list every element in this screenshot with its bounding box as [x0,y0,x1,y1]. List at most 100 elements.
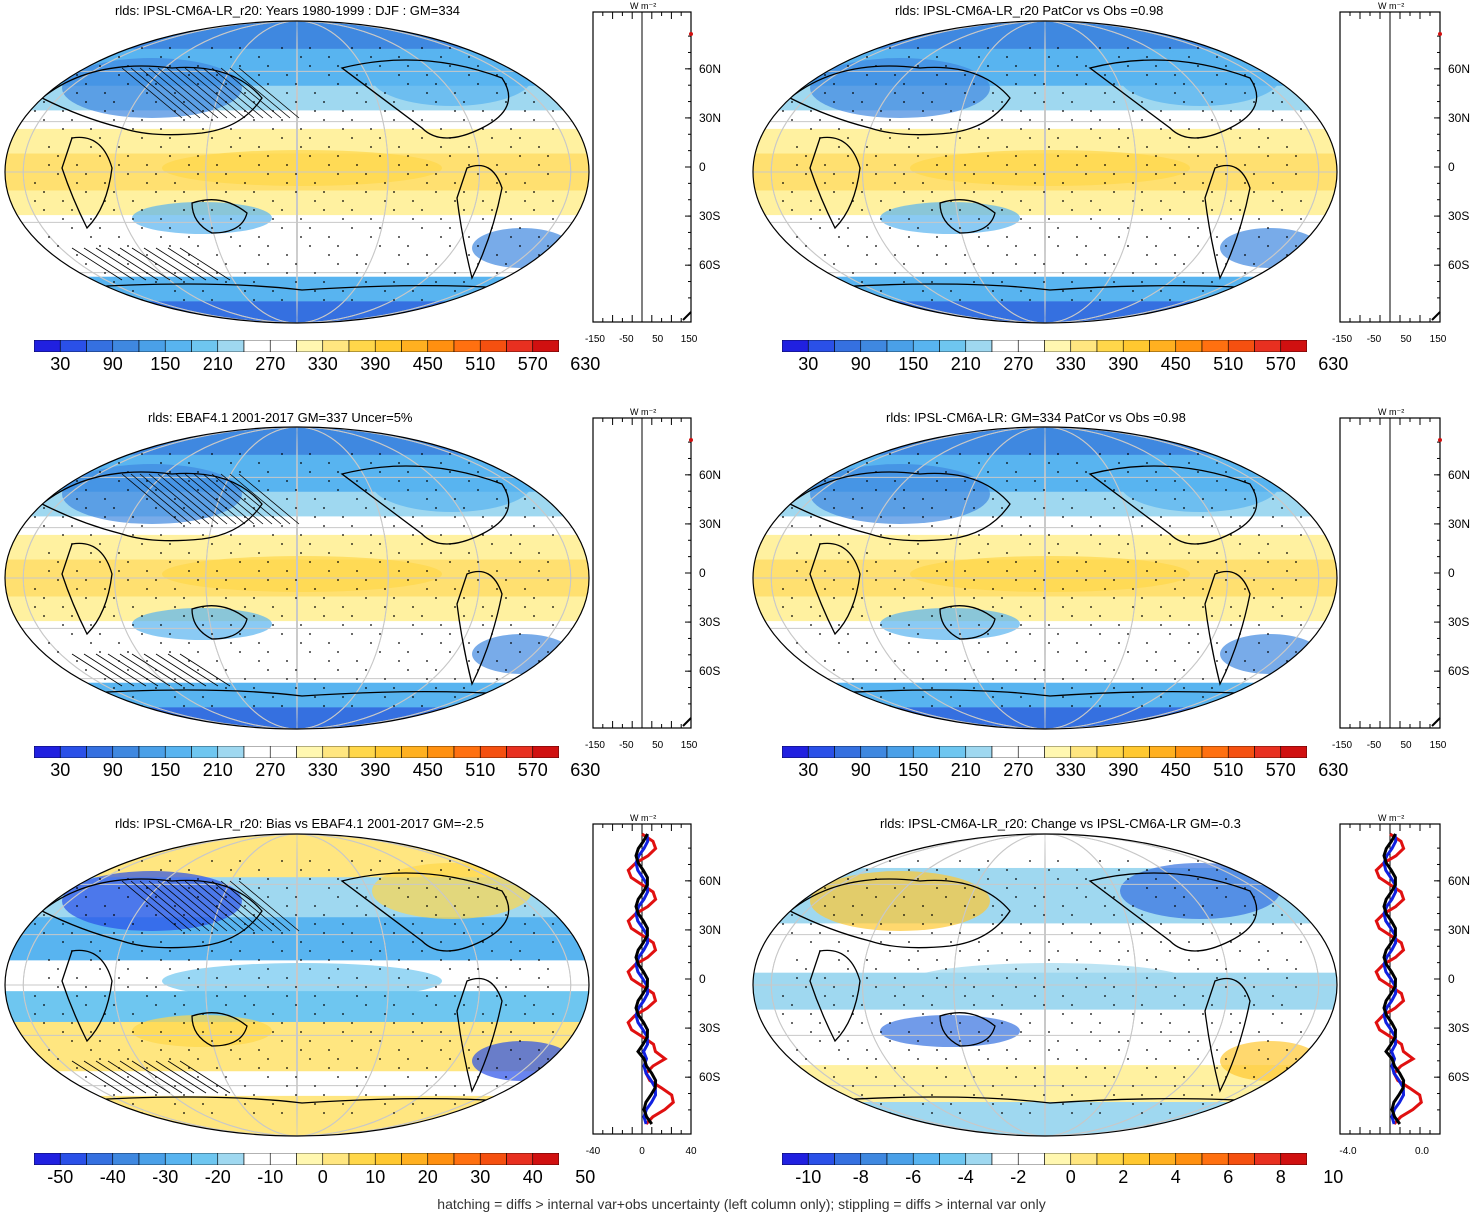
hatching [71,67,300,281]
colorbar-swatch [991,340,1019,352]
colorbar-swatch [269,746,297,758]
colorbar-tick-label: 210 [202,354,233,374]
zonal-lat-label: 30S [699,209,720,223]
colorbar-tick-label: 90 [850,760,871,780]
zonal-x-tick-label: 50 [1400,740,1412,751]
colorbar-swatch [1280,1153,1307,1165]
zonal-x-tick-label: -150 [1332,334,1352,345]
map-anomaly-blob [162,150,442,186]
zonal-lat-label: 60N [1448,874,1470,888]
zonal-lat-label: 30N [699,111,721,125]
colorbar-swatch [138,1153,166,1165]
colorbar-tick-label: 450 [412,760,443,780]
graticule [5,427,589,729]
zonal-x-tick-label: -4.0 [1339,1146,1357,1157]
colorbar-2 [782,340,1307,352]
colorbar-tick-label: 450 [412,354,443,374]
mean-curve [1382,833,1406,1125]
map-anomaly-blob [472,634,572,674]
colorbar-swatch [532,746,559,758]
colorbar-swatch [1096,340,1124,352]
colorbar-labels-6: -10 -8 -6 -4 -2 0 2 4 6 8 10 [782,1167,1343,1189]
colorbar-swatch [1044,340,1072,352]
colorbar-tick-label: 150 [898,760,929,780]
colorbar-swatch [991,1153,1019,1165]
colorbar-tick-label: 30 [50,354,71,374]
colorbar-tick-label: -6 [905,1167,922,1187]
colorbar-swatch [1227,340,1255,352]
colorbar-tick-label: -4 [957,1167,974,1187]
colorbar-tick-label: 630 [570,354,601,374]
map-anomaly-blob [810,58,990,118]
colorbar-swatch [86,340,114,352]
stippling [34,47,554,301]
colorbar-swatch [164,1153,192,1165]
zonal-lat-label: 30S [1448,615,1469,629]
colorbar-swatch [59,746,87,758]
colorbar-swatch [912,746,940,758]
colorbar-1 [34,340,559,352]
zonal-lat-label: 60S [1448,664,1469,678]
colorbar-swatch [401,1153,429,1165]
colorbar-tick-label: 150 [150,760,181,780]
hatching [71,880,300,1094]
colorbar-swatch [1201,1153,1229,1165]
map-anomaly-blob [62,464,242,524]
colorbar-tick-label: 30 [50,760,71,780]
zonal-lat-label: 30S [1448,209,1469,223]
colorbar-swatch [401,340,429,352]
map-anomaly-blob [910,963,1190,999]
map-panel-5 [4,833,590,1137]
colorbar-swatch [243,340,271,352]
colorbar-tick-label: 0 [317,1167,328,1187]
coastlines [40,872,563,1107]
colorbar-tick-label: 270 [1003,760,1034,780]
colorbar-swatch [965,340,993,352]
colorbar-tick-label: 570 [1265,760,1296,780]
colorbar-labels-1: 30 90 150 210 270 330 390 450 510 570 630 [34,354,600,376]
colorbar-tick-label: 450 [1160,354,1191,374]
zonal-lat-label: 60S [699,258,720,272]
colorbar-swatch [269,1153,297,1165]
panel-title-3: rlds: EBAF4.1 2001-2017 GM=337 Uncer=5% [148,410,413,425]
colorbar-swatch [217,1153,245,1165]
colorbar-swatch [243,1153,271,1165]
model-curve [1382,833,1406,1125]
zonal-lat-label: 30S [1448,1021,1469,1035]
colorbar-tick-label: 570 [517,354,548,374]
colorbar-swatch [1280,340,1307,352]
colorbar-swatch [374,340,402,352]
colorbar-tick-label: 450 [1160,760,1191,780]
colorbar-swatch [807,746,835,758]
colorbar-tick-label: 570 [517,760,548,780]
colorbar-swatch [532,1153,559,1165]
colorbar-tick-label: 330 [1055,354,1086,374]
zonal-curve [682,311,692,321]
colorbar-tick-label: 330 [1055,760,1086,780]
colorbar-swatch [138,340,166,352]
colorbar-swatch [112,1153,140,1165]
colorbar-tick-label: 330 [307,354,338,374]
colorbar-tick-label: 390 [1108,354,1139,374]
zonal-x-tick-label: -50 [619,334,634,345]
colorbar-swatch [834,746,862,758]
colorbar-tick-label: 570 [1265,354,1296,374]
map-anomaly-blob [1120,456,1280,512]
zonal-x-tick-label: -150 [1332,740,1352,751]
colorbar-swatch [453,746,481,758]
zonal-lat-label: 30S [699,1021,720,1035]
colorbar-swatch [860,1153,888,1165]
zonal-lat-label: 60S [1448,1070,1469,1084]
zonal-unit-label: W m⁻² [1378,813,1404,823]
colorbar-tick-label: -10 [795,1167,822,1187]
colorbar-swatch [322,340,350,352]
zonal-x-tick-label: -50 [619,740,634,751]
map-anomaly-blob [62,58,242,118]
zonal-marker [689,438,693,442]
colorbar-swatch [59,1153,87,1165]
colorbar-tick-label: 30 [798,354,819,374]
zonal-unit-label: W m⁻² [630,813,656,823]
zonal-lat-label: 60N [1448,468,1470,482]
hatching [71,473,300,687]
zonal-plot-4: W m⁻² 60N 30N 0 30S 60S -150 -50 50 150 [1332,407,1470,751]
